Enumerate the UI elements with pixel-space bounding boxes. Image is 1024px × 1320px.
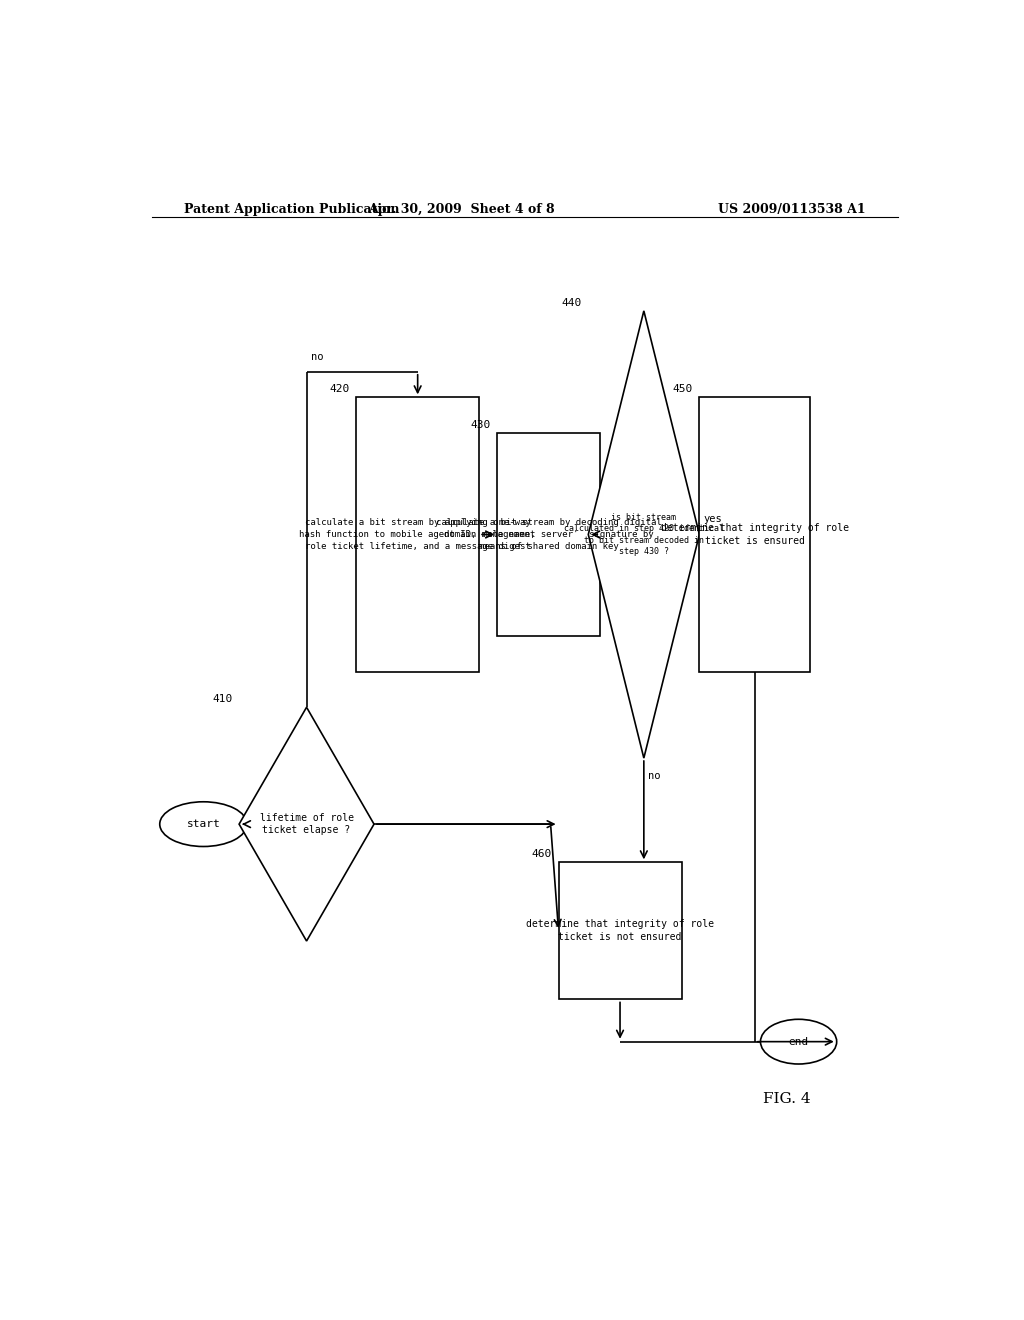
Text: 460: 460 — [531, 849, 552, 859]
Text: is bit stream
calculated in step 420 identical
to bit stream decoded in
step 430: is bit stream calculated in step 420 ide… — [564, 513, 724, 556]
FancyBboxPatch shape — [497, 433, 600, 636]
Text: 430: 430 — [470, 420, 490, 430]
Text: start: start — [186, 820, 220, 829]
Text: determine that integrity of role
ticket is not ensured: determine that integrity of role ticket … — [526, 919, 714, 942]
Text: Apr. 30, 2009  Sheet 4 of 8: Apr. 30, 2009 Sheet 4 of 8 — [368, 203, 555, 216]
Text: FIG. 4: FIG. 4 — [763, 1092, 811, 1106]
Text: calculate a bit stream by decoding digital
domain management server'  signature : calculate a bit stream by decoding digit… — [436, 519, 662, 550]
Text: yes: yes — [703, 515, 722, 524]
Text: lifetime of role
ticket elapse ?: lifetime of role ticket elapse ? — [259, 813, 353, 836]
Polygon shape — [588, 312, 699, 758]
FancyBboxPatch shape — [699, 397, 811, 672]
FancyBboxPatch shape — [558, 862, 682, 999]
Text: US 2009/0113538 A1: US 2009/0113538 A1 — [719, 203, 866, 216]
Text: 410: 410 — [213, 694, 232, 704]
Text: 420: 420 — [330, 384, 350, 395]
Text: determine that integrity of role
ticket is ensured: determine that integrity of role ticket … — [660, 523, 849, 546]
Text: no: no — [648, 771, 660, 781]
Text: 440: 440 — [562, 298, 582, 308]
Text: calculate a bit stream by applying one-way
hash function to mobile agent ID, rol: calculate a bit stream by applying one-w… — [299, 519, 536, 550]
Polygon shape — [240, 708, 374, 941]
Text: no: no — [310, 351, 323, 362]
Ellipse shape — [160, 801, 247, 846]
Text: 450: 450 — [673, 384, 693, 395]
Text: end: end — [788, 1036, 809, 1047]
FancyBboxPatch shape — [356, 397, 479, 672]
Text: Patent Application Publication: Patent Application Publication — [183, 203, 399, 216]
Ellipse shape — [761, 1019, 837, 1064]
